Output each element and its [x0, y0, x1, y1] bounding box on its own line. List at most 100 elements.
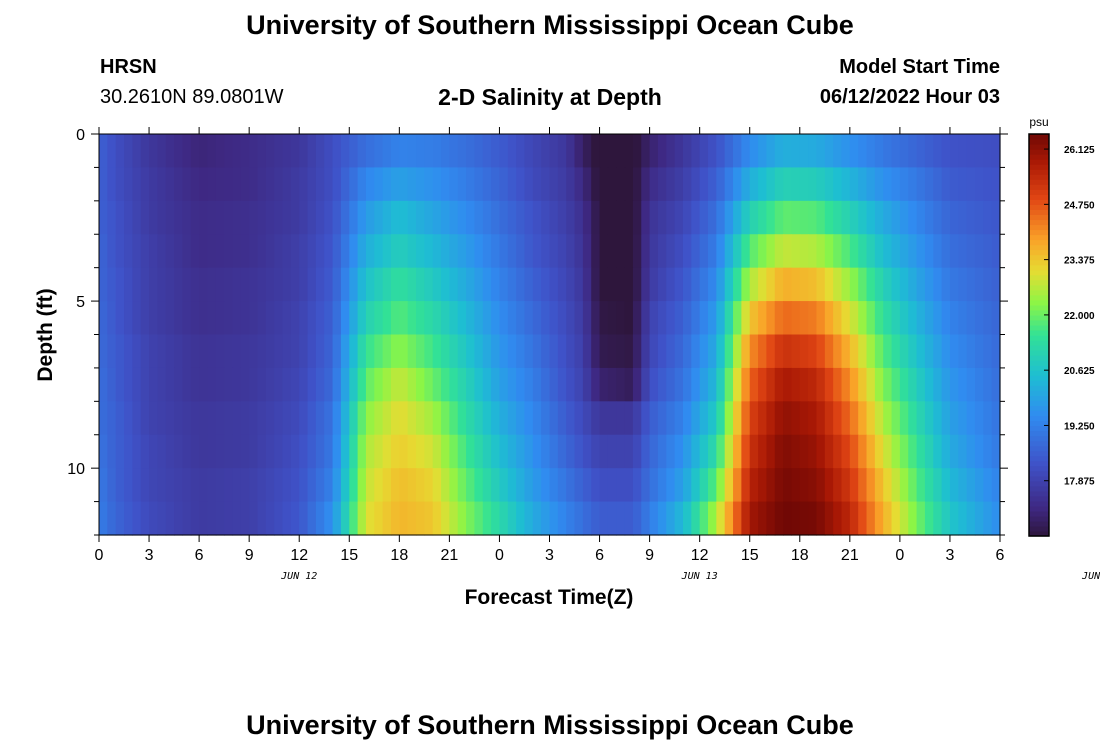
heatmap-cell [933, 501, 943, 536]
x-tick-label: 0 [495, 547, 504, 564]
heatmap-cell [758, 334, 767, 369]
heatmap-cell [466, 167, 476, 202]
colorbar-segment [1029, 445, 1049, 452]
heatmap-cell [140, 401, 150, 436]
heatmap-cell [582, 200, 592, 235]
heatmap-cell [524, 234, 534, 269]
colorbar-tick-label: 23.375 [1064, 256, 1095, 267]
heatmap-cell [499, 401, 509, 436]
heatmap-cell [432, 267, 442, 302]
heatmap-cell [766, 334, 776, 369]
heatmap-cell [866, 267, 876, 302]
heatmap-cell [758, 200, 767, 235]
heatmap-cell [324, 167, 334, 202]
heatmap-cell [974, 301, 984, 336]
heatmap-cell [207, 134, 217, 169]
heatmap-cell [674, 401, 684, 436]
heatmap-cell [708, 401, 717, 436]
heatmap-cell [374, 468, 384, 503]
heatmap-cell [541, 401, 551, 436]
y-tick-label: 5 [76, 294, 85, 311]
heatmap-cell [708, 367, 717, 402]
heatmap-cell [516, 401, 526, 436]
heatmap-cell [249, 401, 259, 436]
heatmap-cell [649, 267, 659, 302]
heatmap-cell [190, 367, 200, 402]
heatmap-cell [924, 267, 934, 302]
heatmap-cell [449, 334, 459, 369]
heatmap-cell [482, 134, 492, 169]
heatmap-cell [174, 434, 184, 469]
heatmap-cell [257, 200, 267, 235]
heatmap-cell [974, 234, 984, 269]
heatmap-cell [132, 468, 142, 503]
heatmap-cell [591, 334, 601, 369]
heatmap-cell [349, 234, 359, 269]
heatmap-cell [649, 334, 659, 369]
heatmap-cell [115, 167, 125, 202]
heatmap-cell [958, 501, 968, 536]
heatmap-cell [891, 434, 901, 469]
heatmap-cell [983, 468, 993, 503]
heatmap-cell [390, 367, 400, 402]
heatmap-cell [891, 167, 901, 202]
heatmap-cell [582, 468, 592, 503]
heatmap-cell [399, 367, 409, 402]
heatmap-cell [199, 501, 209, 536]
heatmap-cell [908, 200, 918, 235]
heatmap-cell [482, 468, 492, 503]
colorbar-segment [1029, 375, 1049, 381]
heatmap-cell [424, 501, 434, 536]
heatmap-cell [966, 434, 976, 469]
heatmap-cell [516, 434, 526, 469]
heatmap-cell [99, 234, 108, 269]
heatmap-cell [140, 234, 150, 269]
heatmap-cell [157, 167, 167, 202]
heatmap-cell [958, 334, 968, 369]
heatmap-cell [340, 200, 350, 235]
heatmap-cell [616, 468, 626, 503]
heatmap-cell [899, 501, 909, 536]
heatmap-cells [99, 134, 1001, 536]
heatmap-cell [332, 267, 342, 302]
heatmap-cell [724, 167, 734, 202]
colorbar-segment [1029, 390, 1049, 396]
heatmap-cell [566, 134, 576, 169]
colorbar-tick-label: 19.250 [1064, 421, 1095, 432]
heatmap-cell [240, 501, 250, 536]
colorbar-segment [1029, 365, 1049, 371]
heatmap-cell [99, 200, 108, 235]
heatmap-cell [824, 267, 834, 302]
heatmap-cell [349, 267, 359, 302]
heatmap-cell [774, 301, 784, 336]
heatmap-cell [833, 468, 843, 503]
heatmap-cell [974, 134, 984, 169]
heatmap-cell [641, 434, 651, 469]
heatmap-cell [682, 501, 692, 536]
colorbar-tick-label: 20.625 [1064, 366, 1095, 377]
heatmap-cell [507, 301, 517, 336]
heatmap-cell [783, 468, 793, 503]
heatmap-cell [541, 234, 551, 269]
heatmap-cell [716, 468, 726, 503]
heatmap-cell [265, 367, 275, 402]
heatmap-cell [399, 468, 409, 503]
heatmap-cell [307, 200, 317, 235]
heatmap-cell [399, 301, 409, 336]
heatmap-cell [416, 234, 425, 269]
heatmap-cell [215, 134, 225, 169]
heatmap-cell [507, 200, 517, 235]
heatmap-cell [916, 200, 926, 235]
heatmap-cell [165, 301, 175, 336]
heatmap-cell [240, 234, 250, 269]
heatmap-cell [708, 468, 717, 503]
heatmap-cell [741, 501, 751, 536]
heatmap-cell [174, 468, 184, 503]
heatmap-cell [824, 200, 834, 235]
heatmap-cell [682, 200, 692, 235]
heatmap-cell [641, 334, 651, 369]
heatmap-cell [699, 367, 709, 402]
heatmap-cell [232, 434, 242, 469]
heatmap-cell [215, 167, 225, 202]
heatmap-cell [599, 434, 609, 469]
